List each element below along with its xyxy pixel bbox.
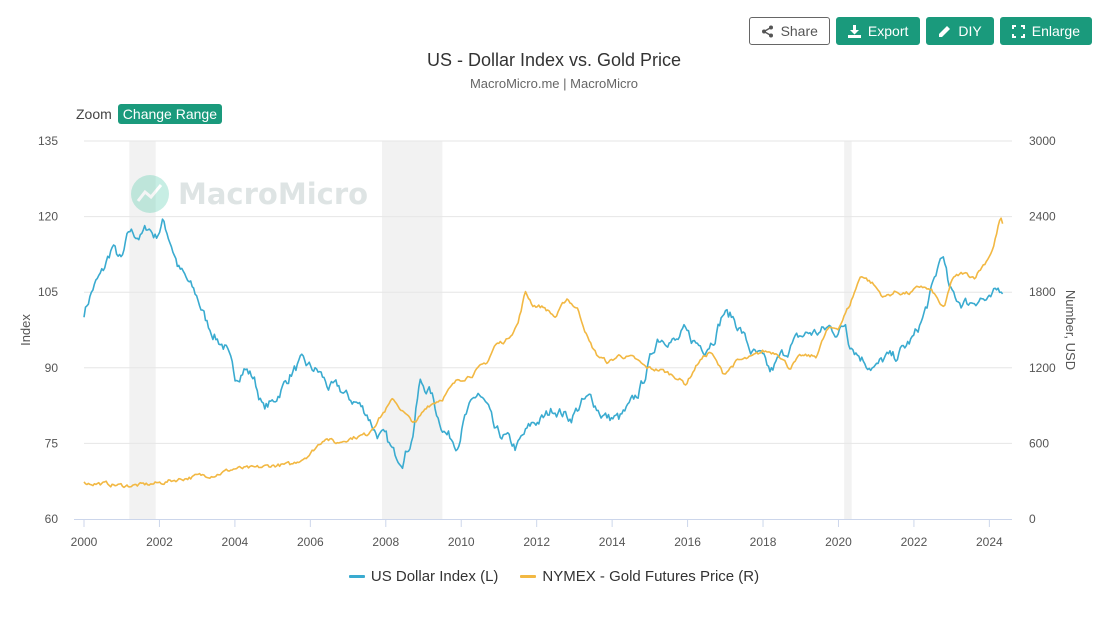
- y-right-tick-label: 2400: [1029, 210, 1056, 224]
- x-tick-label: 2012: [523, 535, 550, 549]
- usd-index-series-line[interactable]: [84, 219, 1003, 468]
- y-left-tick-label: 120: [38, 210, 58, 224]
- recession-band: [382, 141, 442, 519]
- series-lines: [84, 218, 1003, 487]
- x-tick-label: 2006: [297, 535, 324, 549]
- y-left-tick-label: 90: [45, 361, 59, 375]
- y-left-tick-label: 60: [45, 512, 59, 526]
- y-right-tick-label: 600: [1029, 436, 1049, 450]
- y-right-tick-label: 0: [1029, 512, 1036, 526]
- y-left-tick-label: 105: [38, 285, 58, 299]
- macromicro-logo-icon: [130, 174, 170, 214]
- x-tick-label: 2000: [71, 535, 98, 549]
- x-tick-label: 2016: [674, 535, 701, 549]
- legend-item-usd[interactable]: US Dollar Index (L): [349, 568, 499, 585]
- legend-swatch-usd: [349, 575, 365, 578]
- y-left-tick-label: 135: [38, 134, 58, 148]
- x-tick-label: 2008: [372, 535, 399, 549]
- x-tick-label: 2020: [825, 535, 852, 549]
- x-tick-label: 2022: [901, 535, 928, 549]
- x-tick-label: 2018: [750, 535, 777, 549]
- gold-price-series-line[interactable]: [84, 218, 1003, 487]
- watermark: MacroMicro: [130, 174, 368, 214]
- legend-item-gold[interactable]: NYMEX - Gold Futures Price (R): [520, 568, 759, 585]
- x-tick-label: 2014: [599, 535, 626, 549]
- y-right-tick-label: 1200: [1029, 361, 1056, 375]
- recession-band: [844, 141, 852, 519]
- legend-label-gold: NYMEX - Gold Futures Price (R): [542, 568, 759, 585]
- chart-area: 135 120 105 90 75 60 3000 2400 1800 1200 600 0 2000 2…: [0, 0, 1108, 617]
- x-tick-label: 2002: [146, 535, 173, 549]
- y-left-axis-title: Index: [18, 314, 33, 346]
- y-right-axis-title: Number, USD: [1063, 290, 1078, 370]
- y-left-tick-label: 75: [45, 436, 59, 450]
- y-right-tick-label: 3000: [1029, 134, 1056, 148]
- legend-swatch-gold: [520, 575, 536, 578]
- y-right-tick-label: 1800: [1029, 285, 1056, 299]
- x-tick-label: 2004: [222, 535, 249, 549]
- x-tick-label: 2010: [448, 535, 475, 549]
- x-tick-label: 2024: [976, 535, 1003, 549]
- chart-legend: US Dollar Index (L) NYMEX - Gold Futures…: [0, 568, 1108, 585]
- legend-label-usd: US Dollar Index (L): [371, 568, 499, 585]
- watermark-text: MacroMicro: [178, 177, 368, 211]
